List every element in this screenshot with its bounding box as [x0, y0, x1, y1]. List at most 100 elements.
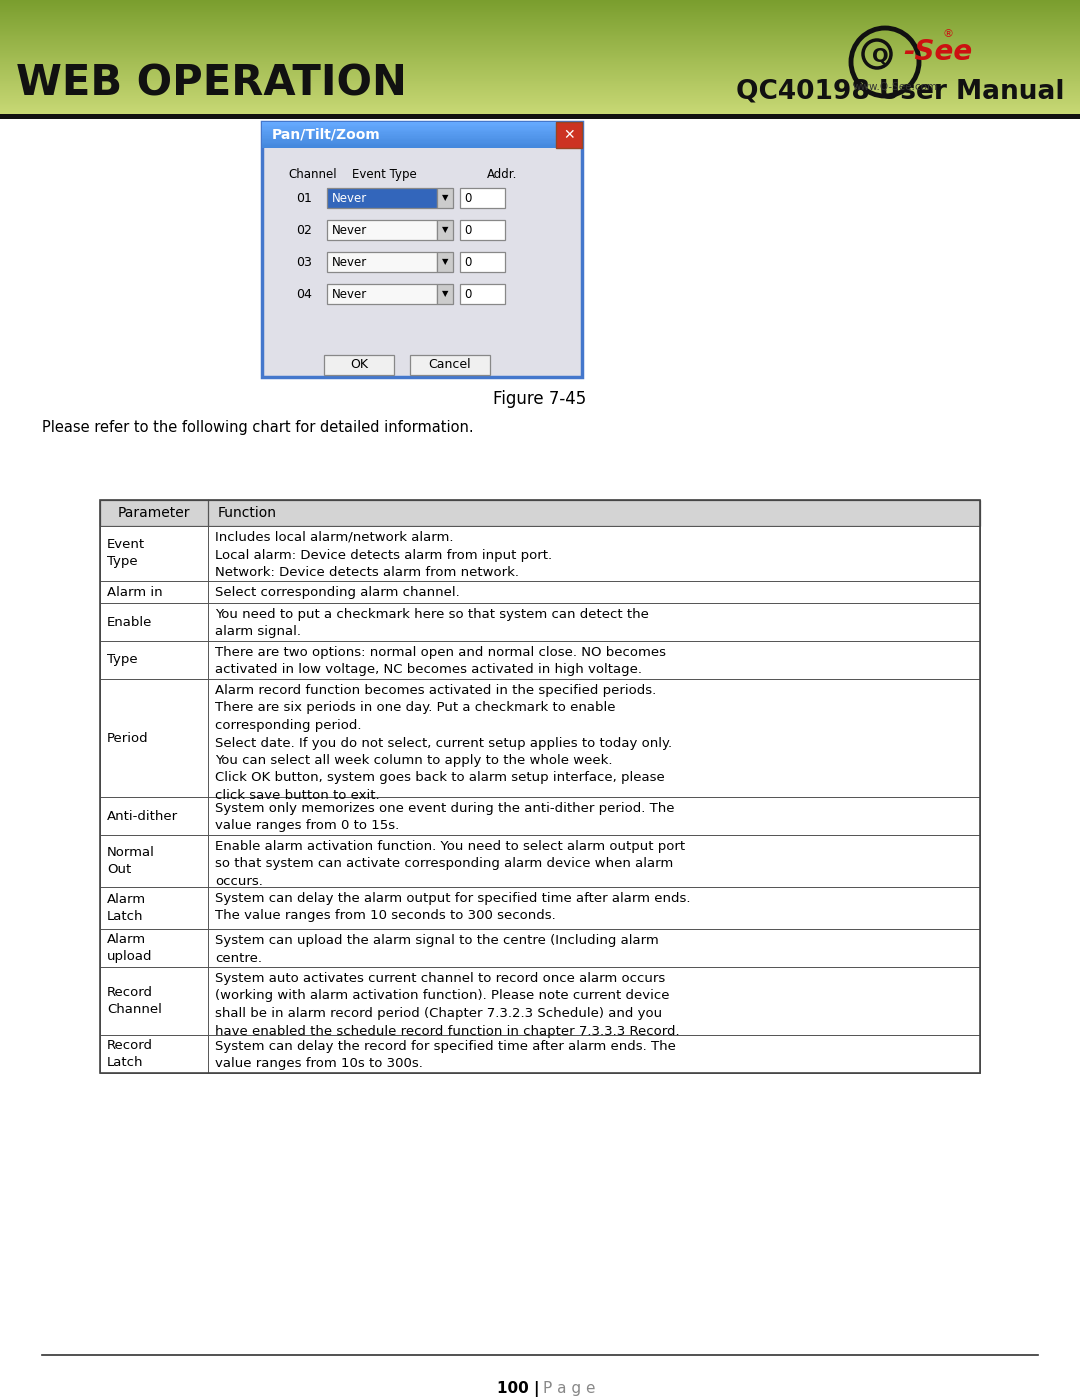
Bar — [100, 581, 980, 604]
Bar — [262, 141, 556, 142]
Text: 0: 0 — [464, 191, 471, 204]
Bar — [262, 131, 556, 134]
Bar — [100, 887, 980, 929]
Text: Anti-dither: Anti-dither — [107, 809, 178, 823]
Text: QC40198 User Manual: QC40198 User Manual — [735, 80, 1064, 105]
Text: 0: 0 — [464, 256, 471, 268]
Text: Channel: Channel — [288, 168, 337, 182]
Bar — [460, 251, 505, 272]
Text: Includes local alarm/network alarm.
Local alarm: Device detects alarm from input: Includes local alarm/network alarm. Loca… — [215, 531, 552, 578]
Text: Alarm record function becomes activated in the specified periods.
There are six : Alarm record function becomes activated … — [215, 685, 672, 802]
Bar — [262, 129, 556, 130]
Text: There are two options: normal open and normal close. NO becomes
activated in low: There are two options: normal open and n… — [215, 645, 666, 676]
Bar — [262, 130, 556, 133]
Bar — [262, 134, 556, 137]
Text: 0: 0 — [464, 288, 471, 300]
Text: Never: Never — [332, 288, 367, 300]
Text: Type: Type — [107, 654, 137, 666]
Text: Never: Never — [332, 256, 367, 268]
Text: WEB OPERATION: WEB OPERATION — [16, 63, 407, 105]
Bar — [100, 527, 980, 581]
Text: System can delay the record for specified time after alarm ends. The
value range: System can delay the record for specifie… — [215, 1039, 676, 1070]
Text: OK: OK — [350, 359, 368, 372]
Text: Parameter: Parameter — [118, 506, 190, 520]
Bar — [324, 355, 394, 374]
Text: Period: Period — [107, 732, 149, 745]
Bar — [262, 147, 556, 148]
Text: Function: Function — [218, 506, 276, 520]
Text: Record
Latch: Record Latch — [107, 1039, 153, 1069]
Bar — [262, 122, 556, 123]
Bar — [262, 144, 556, 145]
Text: System can delay the alarm output for specified time after alarm ends.
The value: System can delay the alarm output for sp… — [215, 893, 690, 922]
Bar — [556, 122, 582, 148]
Text: Alarm
Latch: Alarm Latch — [107, 893, 146, 923]
Text: 04: 04 — [296, 288, 312, 300]
Bar — [460, 284, 505, 305]
Bar — [100, 929, 980, 967]
Bar — [100, 1035, 980, 1073]
Text: Enable alarm activation function. You need to select alarm output port
so that s: Enable alarm activation function. You ne… — [215, 840, 685, 888]
Bar — [100, 798, 980, 835]
Text: System auto activates current channel to record once alarm occurs
(working with : System auto activates current channel to… — [215, 972, 679, 1038]
Text: Addr.: Addr. — [487, 168, 517, 182]
Text: -See: -See — [903, 38, 972, 66]
Bar — [327, 251, 437, 272]
Bar — [327, 284, 437, 305]
Bar — [100, 500, 980, 527]
Text: Event Type: Event Type — [352, 168, 417, 182]
Bar — [262, 127, 556, 129]
Bar — [262, 142, 556, 144]
Text: 01: 01 — [296, 191, 312, 204]
Text: P a g e: P a g e — [543, 1382, 595, 1396]
Bar — [262, 126, 556, 127]
Text: ✕: ✕ — [563, 129, 575, 142]
Bar — [437, 284, 453, 305]
Bar — [262, 124, 556, 126]
Bar — [100, 679, 980, 798]
Bar — [327, 189, 437, 208]
Text: 03: 03 — [296, 256, 312, 268]
Bar — [437, 219, 453, 240]
Text: System only memorizes one event during the anti-dither period. The
value ranges : System only memorizes one event during t… — [215, 802, 675, 833]
Bar — [100, 500, 980, 1073]
Text: Enable: Enable — [107, 616, 152, 629]
Bar — [262, 137, 556, 138]
Text: 02: 02 — [296, 224, 312, 236]
Bar — [460, 219, 505, 240]
Bar — [262, 140, 556, 141]
Bar — [100, 835, 980, 887]
Text: Cancel: Cancel — [429, 359, 471, 372]
Text: www.Q-See.com: www.Q-See.com — [852, 82, 937, 92]
Text: ▼: ▼ — [442, 194, 448, 203]
Text: ▼: ▼ — [442, 289, 448, 299]
Bar — [410, 355, 490, 374]
Bar — [327, 219, 437, 240]
Bar — [262, 130, 556, 131]
Bar — [437, 189, 453, 208]
Text: ®: ® — [943, 29, 954, 39]
Text: System can upload the alarm signal to the centre (Including alarm
centre.: System can upload the alarm signal to th… — [215, 935, 659, 964]
Text: Event
Type: Event Type — [107, 538, 145, 569]
Text: Never: Never — [332, 224, 367, 236]
Text: Never: Never — [332, 191, 367, 204]
Text: Alarm
upload: Alarm upload — [107, 933, 152, 963]
Bar — [100, 641, 980, 679]
Text: Q: Q — [872, 46, 889, 66]
Text: 0: 0 — [464, 224, 471, 236]
Bar — [262, 123, 556, 124]
Bar — [262, 136, 556, 137]
Text: ▼: ▼ — [442, 257, 448, 267]
Text: 100 |: 100 | — [498, 1382, 540, 1397]
Text: ▼: ▼ — [442, 225, 448, 235]
Bar — [262, 138, 556, 140]
Bar — [262, 133, 556, 136]
Text: Please refer to the following chart for detailed information.: Please refer to the following chart for … — [42, 420, 474, 434]
Text: Figure 7-45: Figure 7-45 — [494, 390, 586, 408]
Text: Normal
Out: Normal Out — [107, 847, 154, 876]
Bar — [262, 145, 556, 147]
Bar — [100, 604, 980, 641]
Text: Select corresponding alarm channel.: Select corresponding alarm channel. — [215, 585, 460, 599]
Text: Alarm in: Alarm in — [107, 585, 163, 598]
Bar — [100, 967, 980, 1035]
